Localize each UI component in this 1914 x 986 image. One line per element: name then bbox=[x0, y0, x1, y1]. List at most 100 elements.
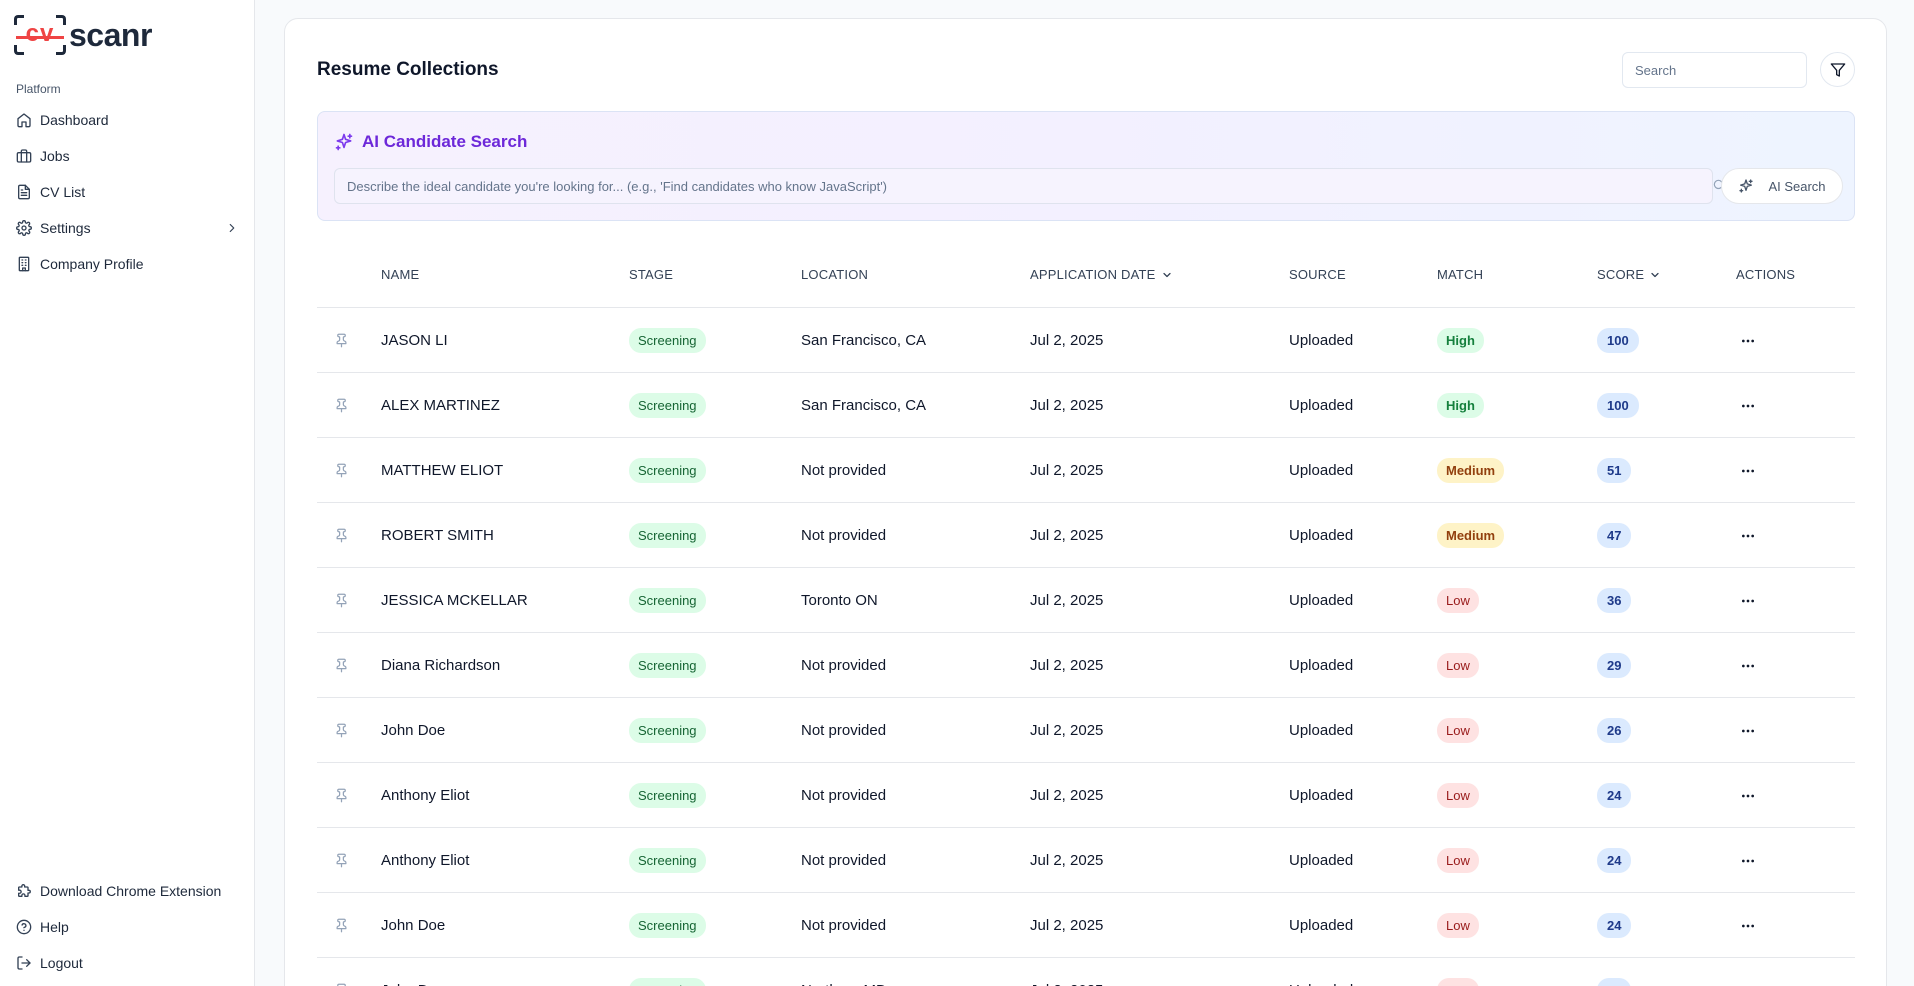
location-cell: Not provided bbox=[801, 852, 887, 869]
logo[interactable]: cv scanr bbox=[14, 14, 152, 56]
candidate-name[interactable]: Diana Richardson bbox=[381, 657, 501, 674]
table-row[interactable]: ALEX MARTINEZ Screening San Francisco, C… bbox=[317, 373, 1855, 438]
sidebar-item-cv-list[interactable]: CV List bbox=[0, 174, 255, 210]
ai-search-title-text: AI Candidate Search bbox=[362, 132, 528, 151]
pin-button[interactable] bbox=[334, 568, 350, 633]
sidebar-item-jobs[interactable]: Jobs bbox=[0, 138, 255, 174]
pin-button[interactable] bbox=[334, 633, 350, 698]
ai-search-button-label: AI Search bbox=[1768, 178, 1826, 194]
pin-icon bbox=[336, 918, 347, 933]
candidate-name[interactable]: JESSICA MCKELLAR bbox=[381, 592, 528, 609]
row-actions-button[interactable] bbox=[1736, 329, 1760, 353]
logout-icon bbox=[16, 955, 32, 971]
search-input[interactable] bbox=[1622, 52, 1807, 88]
candidate-name[interactable]: John Doe bbox=[381, 917, 446, 934]
sidebar-item-download-extension[interactable]: Download Chrome Extension bbox=[0, 873, 255, 909]
match-badge: Low bbox=[1437, 718, 1479, 743]
stage-badge: Screening bbox=[629, 718, 706, 743]
more-horizontal-icon bbox=[1742, 794, 1754, 797]
match-badge: Low bbox=[1437, 588, 1479, 613]
pin-icon bbox=[336, 723, 347, 738]
pin-button[interactable] bbox=[334, 763, 350, 828]
candidate-name[interactable]: John Doe bbox=[381, 722, 446, 739]
column-header-name: NAME bbox=[381, 267, 420, 282]
pin-button[interactable] bbox=[334, 958, 350, 986]
candidate-name[interactable]: ROBERT SMITH bbox=[381, 527, 494, 544]
actions-cell bbox=[1736, 958, 1760, 986]
table-row[interactable]: MATTHEW ELIOT Screening Not provided Jul… bbox=[317, 438, 1855, 503]
candidate-name[interactable]: MATTHEW ELIOT bbox=[381, 462, 504, 479]
filter-button[interactable] bbox=[1820, 52, 1855, 87]
more-horizontal-icon bbox=[1742, 859, 1754, 862]
table-row[interactable]: John Doe Screening Not provided Jul 2, 2… bbox=[317, 893, 1855, 958]
row-actions-button[interactable] bbox=[1736, 719, 1760, 743]
stage-badge: Screening bbox=[629, 523, 706, 548]
more-horizontal-icon bbox=[1742, 729, 1754, 732]
match-cell: Low bbox=[1437, 958, 1479, 986]
row-actions-button[interactable] bbox=[1736, 654, 1760, 678]
actions-cell bbox=[1736, 308, 1760, 373]
table-row[interactable]: ROBERT SMITH Screening Not provided Jul … bbox=[317, 503, 1855, 568]
candidate-name[interactable]: JASON LI bbox=[381, 332, 448, 349]
pin-button[interactable] bbox=[334, 698, 350, 763]
candidate-name[interactable]: Anthony Eliot bbox=[381, 787, 470, 804]
pin-button[interactable] bbox=[334, 828, 350, 893]
sidebar-item-company-profile[interactable]: Company Profile bbox=[0, 246, 255, 282]
pin-button[interactable] bbox=[334, 373, 350, 438]
sidebar-item-dashboard[interactable]: Dashboard bbox=[0, 102, 255, 138]
more-horizontal-icon bbox=[1742, 534, 1754, 537]
application-date-cell: Jul 2, 2025 bbox=[1030, 397, 1104, 414]
row-actions-button[interactable] bbox=[1736, 394, 1760, 418]
table-row[interactable]: John Doe Screening Northern MD Jul 2, 20… bbox=[317, 958, 1855, 986]
column-header-application-date[interactable]: APPLICATION DATE bbox=[1030, 241, 1173, 308]
row-actions-button[interactable] bbox=[1736, 784, 1760, 808]
stage-cell: Screening bbox=[629, 633, 706, 698]
location-cell: Toronto ON bbox=[801, 592, 878, 609]
stage-badge: Screening bbox=[629, 328, 706, 353]
column-header-score[interactable]: SCORE bbox=[1597, 241, 1661, 308]
source-cell: Uploaded bbox=[1289, 397, 1354, 414]
location-cell: Not provided bbox=[801, 787, 887, 804]
pin-button[interactable] bbox=[334, 438, 350, 503]
column-header-source: SOURCE bbox=[1289, 267, 1346, 282]
row-actions-button[interactable] bbox=[1736, 979, 1760, 986]
table-row[interactable]: Diana Richardson Screening Not provided … bbox=[317, 633, 1855, 698]
column-header-label: SCORE bbox=[1597, 267, 1645, 282]
row-actions-button[interactable] bbox=[1736, 589, 1760, 613]
sidebar-bottom-nav: Download Chrome Extension Help Logout bbox=[0, 873, 255, 981]
more-horizontal-icon bbox=[1742, 469, 1754, 472]
score-badge: 24 bbox=[1597, 848, 1632, 873]
score-cell: 24 bbox=[1597, 828, 1632, 893]
application-date-cell: Jul 2, 2025 bbox=[1030, 332, 1104, 349]
sidebar-item-logout[interactable]: Logout bbox=[0, 945, 255, 981]
row-actions-button[interactable] bbox=[1736, 459, 1760, 483]
candidate-name[interactable]: ALEX MARTINEZ bbox=[381, 397, 500, 414]
candidate-name[interactable]: Anthony Eliot bbox=[381, 852, 470, 869]
score-badge: 29 bbox=[1597, 653, 1632, 678]
row-actions-button[interactable] bbox=[1736, 849, 1760, 873]
source-cell: Uploaded bbox=[1289, 592, 1354, 609]
match-badge: Low bbox=[1437, 653, 1479, 678]
pin-button[interactable] bbox=[334, 308, 350, 373]
pin-button[interactable] bbox=[334, 893, 350, 958]
table-row[interactable]: JASON LI Screening San Francisco, CA Jul… bbox=[317, 308, 1855, 373]
sidebar-item-settings[interactable]: Settings bbox=[0, 210, 255, 246]
table-row[interactable]: Anthony Eliot Screening Not provided Jul… bbox=[317, 763, 1855, 828]
pin-button[interactable] bbox=[334, 503, 350, 568]
table-row[interactable]: JESSICA MCKELLAR Screening Toronto ON Ju… bbox=[317, 568, 1855, 633]
candidate-name[interactable]: John Doe bbox=[381, 958, 445, 986]
ai-search-button[interactable]: AI Search bbox=[1721, 168, 1843, 204]
location-cell: Not provided bbox=[801, 917, 887, 934]
row-actions-button[interactable] bbox=[1736, 524, 1760, 548]
stage-cell: Screening bbox=[629, 503, 706, 568]
table-row[interactable]: John Doe Screening Not provided Jul 2, 2… bbox=[317, 698, 1855, 763]
table-row[interactable]: Anthony Eliot Screening Not provided Jul… bbox=[317, 828, 1855, 893]
puzzle-icon bbox=[16, 883, 32, 899]
row-actions-button[interactable] bbox=[1736, 914, 1760, 938]
match-badge: Medium bbox=[1437, 458, 1505, 483]
sidebar-item-label: Settings bbox=[40, 220, 91, 236]
score-badge: 24 bbox=[1597, 913, 1632, 938]
ai-search-input[interactable] bbox=[334, 168, 1713, 204]
sidebar-item-help[interactable]: Help bbox=[0, 909, 255, 945]
stage-cell: Screening bbox=[629, 958, 706, 986]
